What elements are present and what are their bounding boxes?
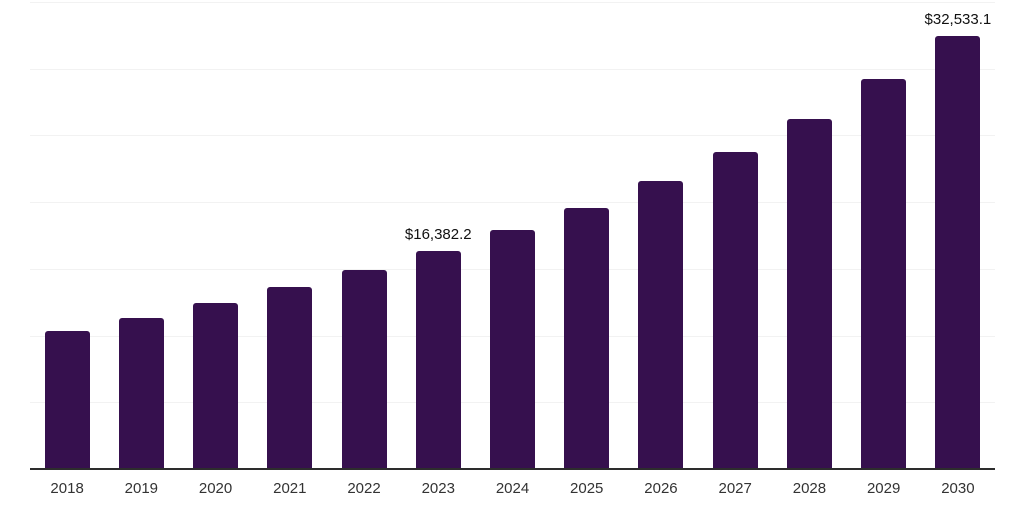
x-tick-label-2027: 2027 (718, 480, 752, 497)
bar-2030 (935, 35, 981, 470)
x-axis: 2018 2019 2020 2021 2022 2023 2024 2025 2026 2027… (30, 478, 995, 502)
gridline (30, 2, 995, 3)
bar-2026 (638, 181, 684, 470)
x-tick-label-2022: 2022 (347, 480, 381, 497)
x-tick-label-2029: 2029 (866, 480, 901, 497)
bar-2023 (415, 251, 461, 470)
bar-2019 (118, 318, 164, 470)
x-tick-label-2018: 2018 (50, 480, 84, 497)
bar-2024 (490, 230, 535, 470)
bar-2027 (712, 152, 758, 470)
x-tick-label-2030: 2030 (941, 480, 975, 497)
x-axis-line (30, 468, 995, 470)
bar-2020 (193, 303, 239, 470)
bar-2018 (44, 330, 90, 470)
bar-value-label-2030: $32,533.1 (924, 10, 992, 28)
gridline (30, 135, 995, 137)
bar-2022 (341, 269, 387, 470)
x-tick-label-2019: 2019 (124, 480, 159, 497)
x-tick-label-2020: 2020 (198, 480, 233, 497)
bar-2029 (861, 79, 907, 470)
x-tick-label-2023: 2023 (421, 480, 455, 497)
bar-2025 (564, 207, 610, 470)
bar-value-label-2023: $16,382.2 (404, 226, 472, 244)
x-tick-label-2025: 2025 (570, 480, 604, 497)
bar-2021 (267, 287, 313, 470)
x-tick-label-2024: 2024 (495, 480, 530, 497)
x-tick-label-2021: 2021 (273, 480, 307, 497)
x-tick-label-2028: 2028 (792, 480, 827, 497)
bar-2028 (786, 118, 832, 470)
gridline (30, 68, 995, 70)
x-tick-label-2026: 2026 (644, 480, 678, 497)
gridline (30, 202, 995, 204)
plot-area: $16,382.2 $32,533.1 (30, 0, 995, 470)
